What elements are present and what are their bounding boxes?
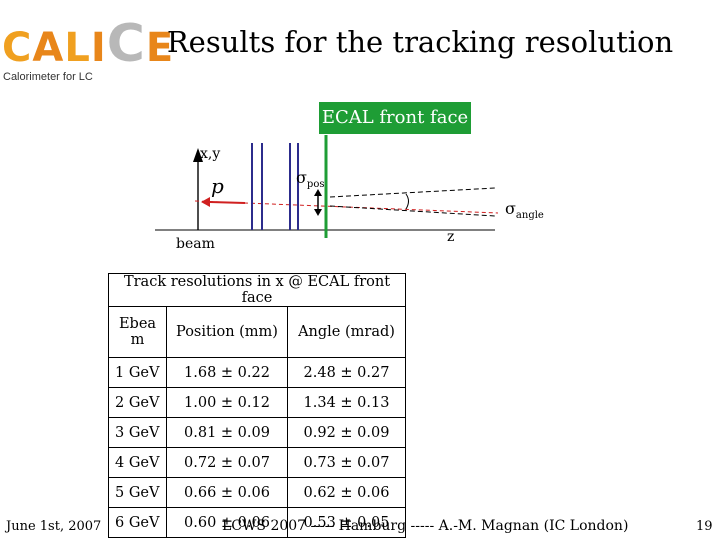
logo-subtitle: Calorimeter for LC (3, 71, 93, 83)
sigma-angle-subscript: angle (515, 210, 544, 222)
angle-cone-upper (329, 187, 496, 198)
sigma-pos-arrowhead-bottom (314, 209, 322, 216)
cell-position: 0.72 ± 0.07 (166, 447, 288, 478)
header-ebeam-line1: Ebea (118, 316, 157, 332)
resolution-table: Track resolutions in x @ ECAL front face… (108, 273, 406, 538)
momentum-arrowhead (201, 197, 210, 207)
beam-label: beam (176, 236, 215, 252)
angle-cone-lower (329, 205, 496, 217)
y-axis-arrowhead (193, 148, 203, 162)
cell-energy: 5 GeV (108, 477, 167, 508)
logo-letter: A (32, 25, 65, 71)
sigma-pos-label: σpos (296, 168, 324, 190)
sigma-pos-symbol: σ (296, 168, 307, 187)
cell-angle: 0.92 ± 0.09 (287, 417, 406, 448)
momentum-symbol: p (211, 174, 224, 198)
table-row: 6 GeV 0.60 ± 0.06 0.53 ± 0.05 (108, 507, 406, 538)
cell-energy: 6 GeV (108, 507, 167, 538)
momentum-label: p (211, 174, 224, 198)
cell-position: 1.00 ± 0.12 (166, 387, 288, 418)
header-position: Position (mm) (166, 306, 288, 358)
table-row: 2 GeV 1.00 ± 0.12 1.34 ± 0.13 (108, 387, 406, 418)
cell-energy: 4 GeV (108, 447, 167, 478)
cell-energy: 1 GeV (108, 357, 167, 388)
page-number: 19 (696, 519, 713, 534)
beam-line (194, 200, 499, 214)
angle-arc (405, 193, 409, 210)
cell-angle: 0.62 ± 0.06 (287, 477, 406, 508)
cell-angle: 0.73 ± 0.07 (287, 447, 406, 478)
table-caption: Track resolutions in x @ ECAL front face (108, 273, 406, 307)
header-angle: Angle (mrad) (287, 306, 406, 358)
cell-angle: 2.48 ± 0.27 (287, 357, 406, 388)
footer-center: LCWS 2007 ----- Hamburg ----- A.-M. Magn… (222, 518, 629, 534)
calice-logo: CALICE Calorimeter for LC (0, 10, 173, 100)
cell-energy: 3 GeV (108, 417, 167, 448)
sigma-angle-symbol: σ (505, 199, 516, 218)
table-row: 3 GeV 0.81 ± 0.09 0.92 ± 0.09 (108, 417, 406, 448)
logo-letter: E (145, 25, 175, 71)
logo-letter: L (64, 25, 91, 71)
header-ebeam-line2: m (130, 332, 145, 348)
table-row: 1 GeV 1.68 ± 0.22 2.48 ± 0.27 (108, 357, 406, 388)
tracking-diagram (155, 135, 499, 238)
footer-date: June 1st, 2007 (6, 519, 102, 534)
cell-angle: 0.53 ± 0.05 (287, 507, 406, 538)
logo-wordmark: CALICE (2, 18, 175, 72)
slide-title: Results for the tracking resolution (166, 25, 674, 59)
momentum-arrow (209, 201, 246, 204)
logo-letter: C (2, 25, 33, 71)
table-row: 4 GeV 0.72 ± 0.07 0.73 ± 0.07 (108, 447, 406, 478)
cell-position: 0.81 ± 0.09 (166, 417, 288, 448)
logo-letter: C (106, 14, 146, 74)
table-row: 5 GeV 0.66 ± 0.06 0.62 ± 0.06 (108, 477, 406, 508)
sigma-pos-subscript: pos (306, 179, 325, 191)
xy-axis-label: x,y (200, 146, 221, 162)
cell-energy: 2 GeV (108, 387, 167, 418)
sigma-pos-arrowhead-top (314, 189, 322, 196)
ecal-front-face-label: ECAL front face (319, 102, 471, 134)
cell-angle: 1.34 ± 0.13 (287, 387, 406, 418)
sigma-angle-label: σangle (505, 199, 544, 221)
cell-position: 0.66 ± 0.06 (166, 477, 288, 508)
logo-letter: I (90, 25, 107, 71)
header-ebeam: Ebea m (108, 306, 167, 358)
cell-position: 1.68 ± 0.22 (166, 357, 288, 388)
cell-position: 0.60 ± 0.06 (166, 507, 288, 538)
z-axis-label: z (447, 229, 455, 245)
